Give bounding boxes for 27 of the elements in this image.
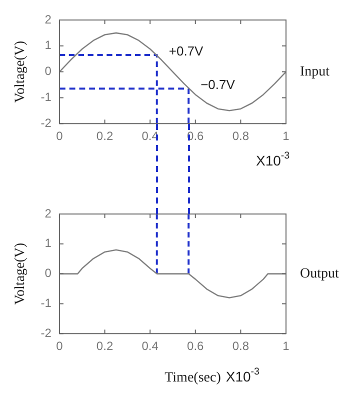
x-tick-label: 0.8 (232, 339, 250, 354)
y-tick-label: -1 (40, 296, 52, 310)
y-tick-label: 2 (44, 12, 52, 26)
x-tick-label: 1 (282, 129, 290, 144)
x-tick-label: 0.6 (187, 339, 204, 354)
x-tick-label: 0.4 (142, 339, 159, 354)
y-tick-label: 1 (44, 38, 52, 52)
y-axis-title: Voltage(V) (13, 40, 28, 103)
y-tick-label: 2 (44, 206, 52, 220)
y-tick-label: -1 (40, 90, 52, 104)
x-tick-label: 0.2 (96, 339, 114, 354)
y-tick-label: 0 (44, 64, 52, 78)
y-tick-label: -2 (40, 326, 52, 340)
annotation: −0.7V (200, 77, 236, 92)
x-tick-label: 0 (56, 129, 64, 144)
y-tick-label: 0 (44, 266, 52, 280)
text: Output (300, 266, 339, 282)
text: Input (300, 64, 330, 80)
y-tick-label: -2 (40, 116, 52, 130)
y-tick-label: 1 (44, 236, 52, 250)
x-tick-label: 0 (56, 339, 64, 354)
y-axis-title: Voltage(V) (13, 242, 28, 305)
annotation: +0.7V (168, 44, 204, 59)
x-tick-label: 1 (282, 339, 290, 354)
x-tick-label: 0.8 (232, 129, 250, 144)
x-tick-label: 0.2 (96, 129, 114, 144)
x-axis-title: Time(sec) (164, 370, 222, 386)
